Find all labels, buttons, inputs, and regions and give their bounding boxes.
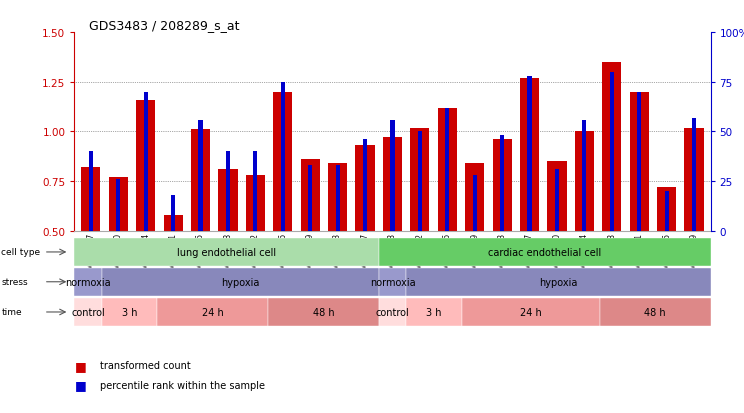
Text: 48 h: 48 h — [312, 307, 334, 317]
Text: cardiac endothelial cell: cardiac endothelial cell — [488, 247, 601, 257]
Bar — [280, 83, 285, 231]
Bar — [391, 120, 394, 231]
Bar — [218, 170, 237, 231]
Bar — [383, 138, 402, 231]
Bar — [692, 118, 696, 231]
Bar — [637, 93, 641, 231]
Text: ■: ■ — [74, 378, 86, 392]
Bar — [437, 108, 457, 231]
Text: lung endothelial cell: lung endothelial cell — [177, 247, 276, 257]
Text: control: control — [376, 307, 409, 317]
Text: time: time — [1, 308, 22, 317]
Bar — [548, 162, 567, 231]
Bar — [81, 168, 100, 231]
Text: transformed count: transformed count — [100, 361, 191, 370]
Text: 24 h: 24 h — [202, 307, 223, 317]
Bar — [527, 77, 532, 231]
Bar — [610, 73, 614, 231]
Bar — [500, 136, 504, 231]
Text: hypoxia: hypoxia — [539, 277, 577, 287]
Text: normoxia: normoxia — [65, 277, 111, 287]
Text: cell type: cell type — [1, 248, 41, 257]
Text: hypoxia: hypoxia — [221, 277, 260, 287]
Bar — [684, 128, 704, 231]
Bar — [602, 63, 621, 231]
Bar — [89, 152, 93, 231]
Bar — [164, 216, 183, 231]
Bar — [144, 93, 148, 231]
Bar — [116, 180, 121, 231]
Text: 3 h: 3 h — [122, 307, 138, 317]
Bar — [246, 176, 265, 231]
Text: percentile rank within the sample: percentile rank within the sample — [100, 380, 266, 390]
Bar — [363, 140, 367, 231]
Text: normoxia: normoxia — [370, 277, 415, 287]
Text: stress: stress — [1, 278, 28, 287]
Bar — [171, 196, 175, 231]
Text: control: control — [71, 307, 105, 317]
Bar — [445, 108, 449, 231]
Text: 48 h: 48 h — [644, 307, 666, 317]
Bar — [308, 166, 312, 231]
Bar — [136, 100, 155, 231]
Bar — [273, 93, 292, 231]
Text: GDS3483 / 208289_s_at: GDS3483 / 208289_s_at — [89, 19, 240, 31]
Bar — [356, 146, 375, 231]
Bar — [555, 170, 559, 231]
Bar — [520, 78, 539, 231]
Bar — [410, 128, 429, 231]
Bar — [664, 192, 669, 231]
Bar — [336, 166, 340, 231]
Bar — [253, 152, 257, 231]
Bar — [493, 140, 512, 231]
Text: 24 h: 24 h — [520, 307, 542, 317]
Bar — [191, 130, 210, 231]
Bar — [418, 132, 422, 231]
Bar — [328, 164, 347, 231]
Bar — [465, 164, 484, 231]
Bar — [583, 120, 586, 231]
Text: 3 h: 3 h — [426, 307, 442, 317]
Bar — [629, 93, 649, 231]
Bar — [301, 160, 320, 231]
Text: ■: ■ — [74, 359, 86, 372]
Bar — [109, 178, 128, 231]
Bar — [657, 188, 676, 231]
Bar — [575, 132, 594, 231]
Bar — [472, 176, 477, 231]
Bar — [199, 120, 202, 231]
Bar — [226, 152, 230, 231]
